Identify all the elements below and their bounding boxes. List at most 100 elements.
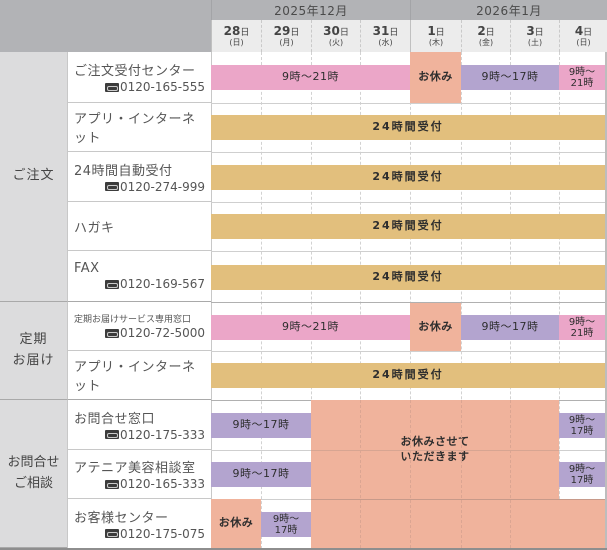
phone-text: 0120-165-555 (119, 80, 205, 94)
day-number: 4 (574, 24, 584, 38)
open-24h-bar: 24時間受付 (211, 214, 605, 239)
hours-bar-9-21: 9時～21時 (211, 315, 410, 340)
hours-bar-9-17: 9時～17時 (211, 462, 311, 487)
day-header-29: 29日 (月) (261, 20, 311, 52)
row-name: お問合せ窓口 (74, 411, 156, 427)
day-header-31: 31日 (水) (360, 20, 410, 52)
phone-number[interactable]: 0120-274-999 (104, 180, 205, 194)
hours-label: 24時間受付 (372, 270, 444, 284)
hours-bar-9-17-short: 9時～ 17時 (261, 512, 311, 537)
hours-label: 9時～17時 (232, 418, 290, 432)
grid-line (211, 351, 607, 352)
phone-number[interactable]: 0120-72-5000 (104, 326, 205, 340)
weekday: (日) (576, 38, 591, 47)
open-24h-bar: 24時間受付 (211, 363, 605, 388)
table-border-bottom (0, 548, 607, 550)
grid-line (461, 52, 462, 549)
hours-bar-9-21-short: 9時～ 21時 (559, 65, 605, 90)
hours-bar-9-17: 9時～17時 (211, 413, 311, 438)
phone-number[interactable]: 0120-165-333 (104, 477, 205, 491)
freedial-icon (104, 430, 119, 439)
table-border-right (605, 52, 607, 549)
hours-label-end: 21時 (570, 77, 594, 89)
freedial-icon (104, 279, 119, 289)
weekday: (日) (229, 38, 244, 47)
hours-label-start: 9時～ (568, 316, 596, 328)
hours-label-end: 17時 (570, 474, 594, 486)
row-name: ハガキ (74, 220, 115, 236)
month-label: 2025年12月 (274, 3, 348, 18)
freedial-icon (104, 529, 119, 538)
open-24h-bar: 24時間受付 (211, 115, 605, 140)
phone-number[interactable]: 0120-175-075 (104, 526, 205, 541)
hours-bar-9-21: 9時～21時 (211, 65, 410, 90)
closed-block: お休み (410, 303, 461, 351)
day-unit: 日 (534, 28, 544, 38)
hours-label-start: 9時～ (568, 66, 596, 78)
grid-line (211, 103, 607, 104)
phone-text: 0120-169-567 (119, 277, 205, 291)
grid-line (211, 52, 212, 549)
row-24h-auto: 24時間自動受付 0120-274-999 (67, 152, 211, 202)
day-unit: 日 (389, 28, 399, 38)
phone-number[interactable]: 0120-169-567 (104, 277, 205, 291)
phone-text: 0120-165-333 (119, 477, 205, 491)
weekday: (金) (478, 38, 494, 47)
hours-bar-9-21-short: 9時～ 21時 (559, 315, 605, 340)
phone-number[interactable]: 0120-175-333 (104, 427, 205, 442)
grid-line (211, 202, 607, 203)
hours-label-start: 9時～ (568, 414, 596, 426)
phone-text: 0120-175-333 (119, 427, 205, 442)
category-label-line1: お問合せ (7, 455, 60, 471)
day-number: 30 (323, 24, 340, 38)
row-name: アテニア美容相談室 (74, 461, 196, 476)
hours-label: 9時～17時 (232, 467, 290, 481)
grid-line (360, 52, 361, 549)
hours-label-end: 17時 (274, 524, 298, 536)
hours-label-end: 17時 (570, 425, 594, 437)
category-label-line2: お届け (12, 352, 55, 368)
freedial-icon (104, 82, 119, 92)
weekday: (水) (378, 38, 393, 47)
category-label-line1: 定期 (19, 332, 48, 348)
phone-number[interactable]: 0120-165-555 (104, 80, 205, 94)
month-header-jan-2026: 2026年1月 (410, 0, 607, 20)
phone-text: 0120-175-075 (119, 526, 205, 541)
hours-label-start: 9時～ (568, 463, 596, 475)
day-header-28: 28日 (日) (211, 20, 261, 52)
grid-line (510, 52, 511, 549)
grid-line (410, 52, 411, 549)
row-subscription-app: アプリ・インターネット (67, 351, 211, 400)
header-corner (0, 0, 211, 52)
row-name: FAX (74, 261, 100, 276)
row-order-center: ご注文受付センター 0120-165-555 (67, 52, 211, 103)
day-unit: 日 (435, 28, 445, 38)
row-customer-center: お客様センター 0120-175-075 (67, 499, 211, 548)
category-label-line2: ご相談 (13, 475, 53, 491)
hours-label: 24時間受付 (372, 120, 444, 134)
row-beauty-consult: アテニア美容相談室 0120-165-333 (67, 450, 211, 499)
row-name: ご注文受付センター (74, 64, 196, 79)
grid-line (261, 52, 262, 549)
row-subscription-desk: 定期お届けサービス専用窓口 0120-72-5000 (67, 302, 211, 351)
hours-label: 24時間受付 (372, 170, 444, 184)
day-number: 29 (273, 24, 291, 38)
day-header-30: 30日 (火) (311, 20, 360, 52)
month-label: 2026年1月 (476, 3, 542, 18)
category-subscription: 定期 お届け (0, 302, 67, 400)
day-unit: 日 (240, 28, 250, 38)
closed-long-line1: お休みさせて (400, 434, 470, 448)
closed-long-line2: いただきます (400, 449, 470, 463)
category-inquiry: お問合せ ご相談 (0, 400, 67, 548)
weekday: (木) (428, 38, 444, 47)
grid-line (211, 152, 607, 153)
freedial-icon (104, 328, 119, 338)
row-fax: FAX 0120-169-567 (67, 251, 211, 302)
hours-bar-9-17-short: 9時～ 17時 (559, 462, 605, 487)
row-name: 24時間自動受付 (74, 163, 173, 179)
closed-block: お休み (211, 499, 261, 548)
hours-bar-9-17: 9時～17時 (461, 65, 559, 90)
row-inquiry-desk: お問合せ窓口 0120-175-333 (67, 400, 211, 450)
grid-line (311, 52, 312, 549)
hours-label: 9時～21時 (282, 70, 339, 84)
